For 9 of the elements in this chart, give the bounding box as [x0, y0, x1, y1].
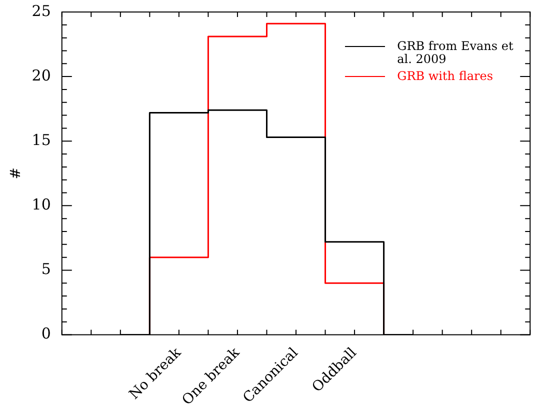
- legend-label: GRB from Evans et al. 2009: [397, 39, 514, 66]
- legend-label: GRB with flares: [397, 69, 494, 83]
- y-tick-label: 20: [32, 66, 51, 84]
- y-tick-label: 0: [41, 324, 51, 343]
- y-tick-label: 10: [32, 196, 51, 214]
- y-tick-label: 15: [32, 131, 51, 150]
- y-tick-label: 5: [41, 260, 51, 278]
- y-tick-label: 25: [32, 2, 51, 20]
- y-axis-title: #: [8, 168, 24, 180]
